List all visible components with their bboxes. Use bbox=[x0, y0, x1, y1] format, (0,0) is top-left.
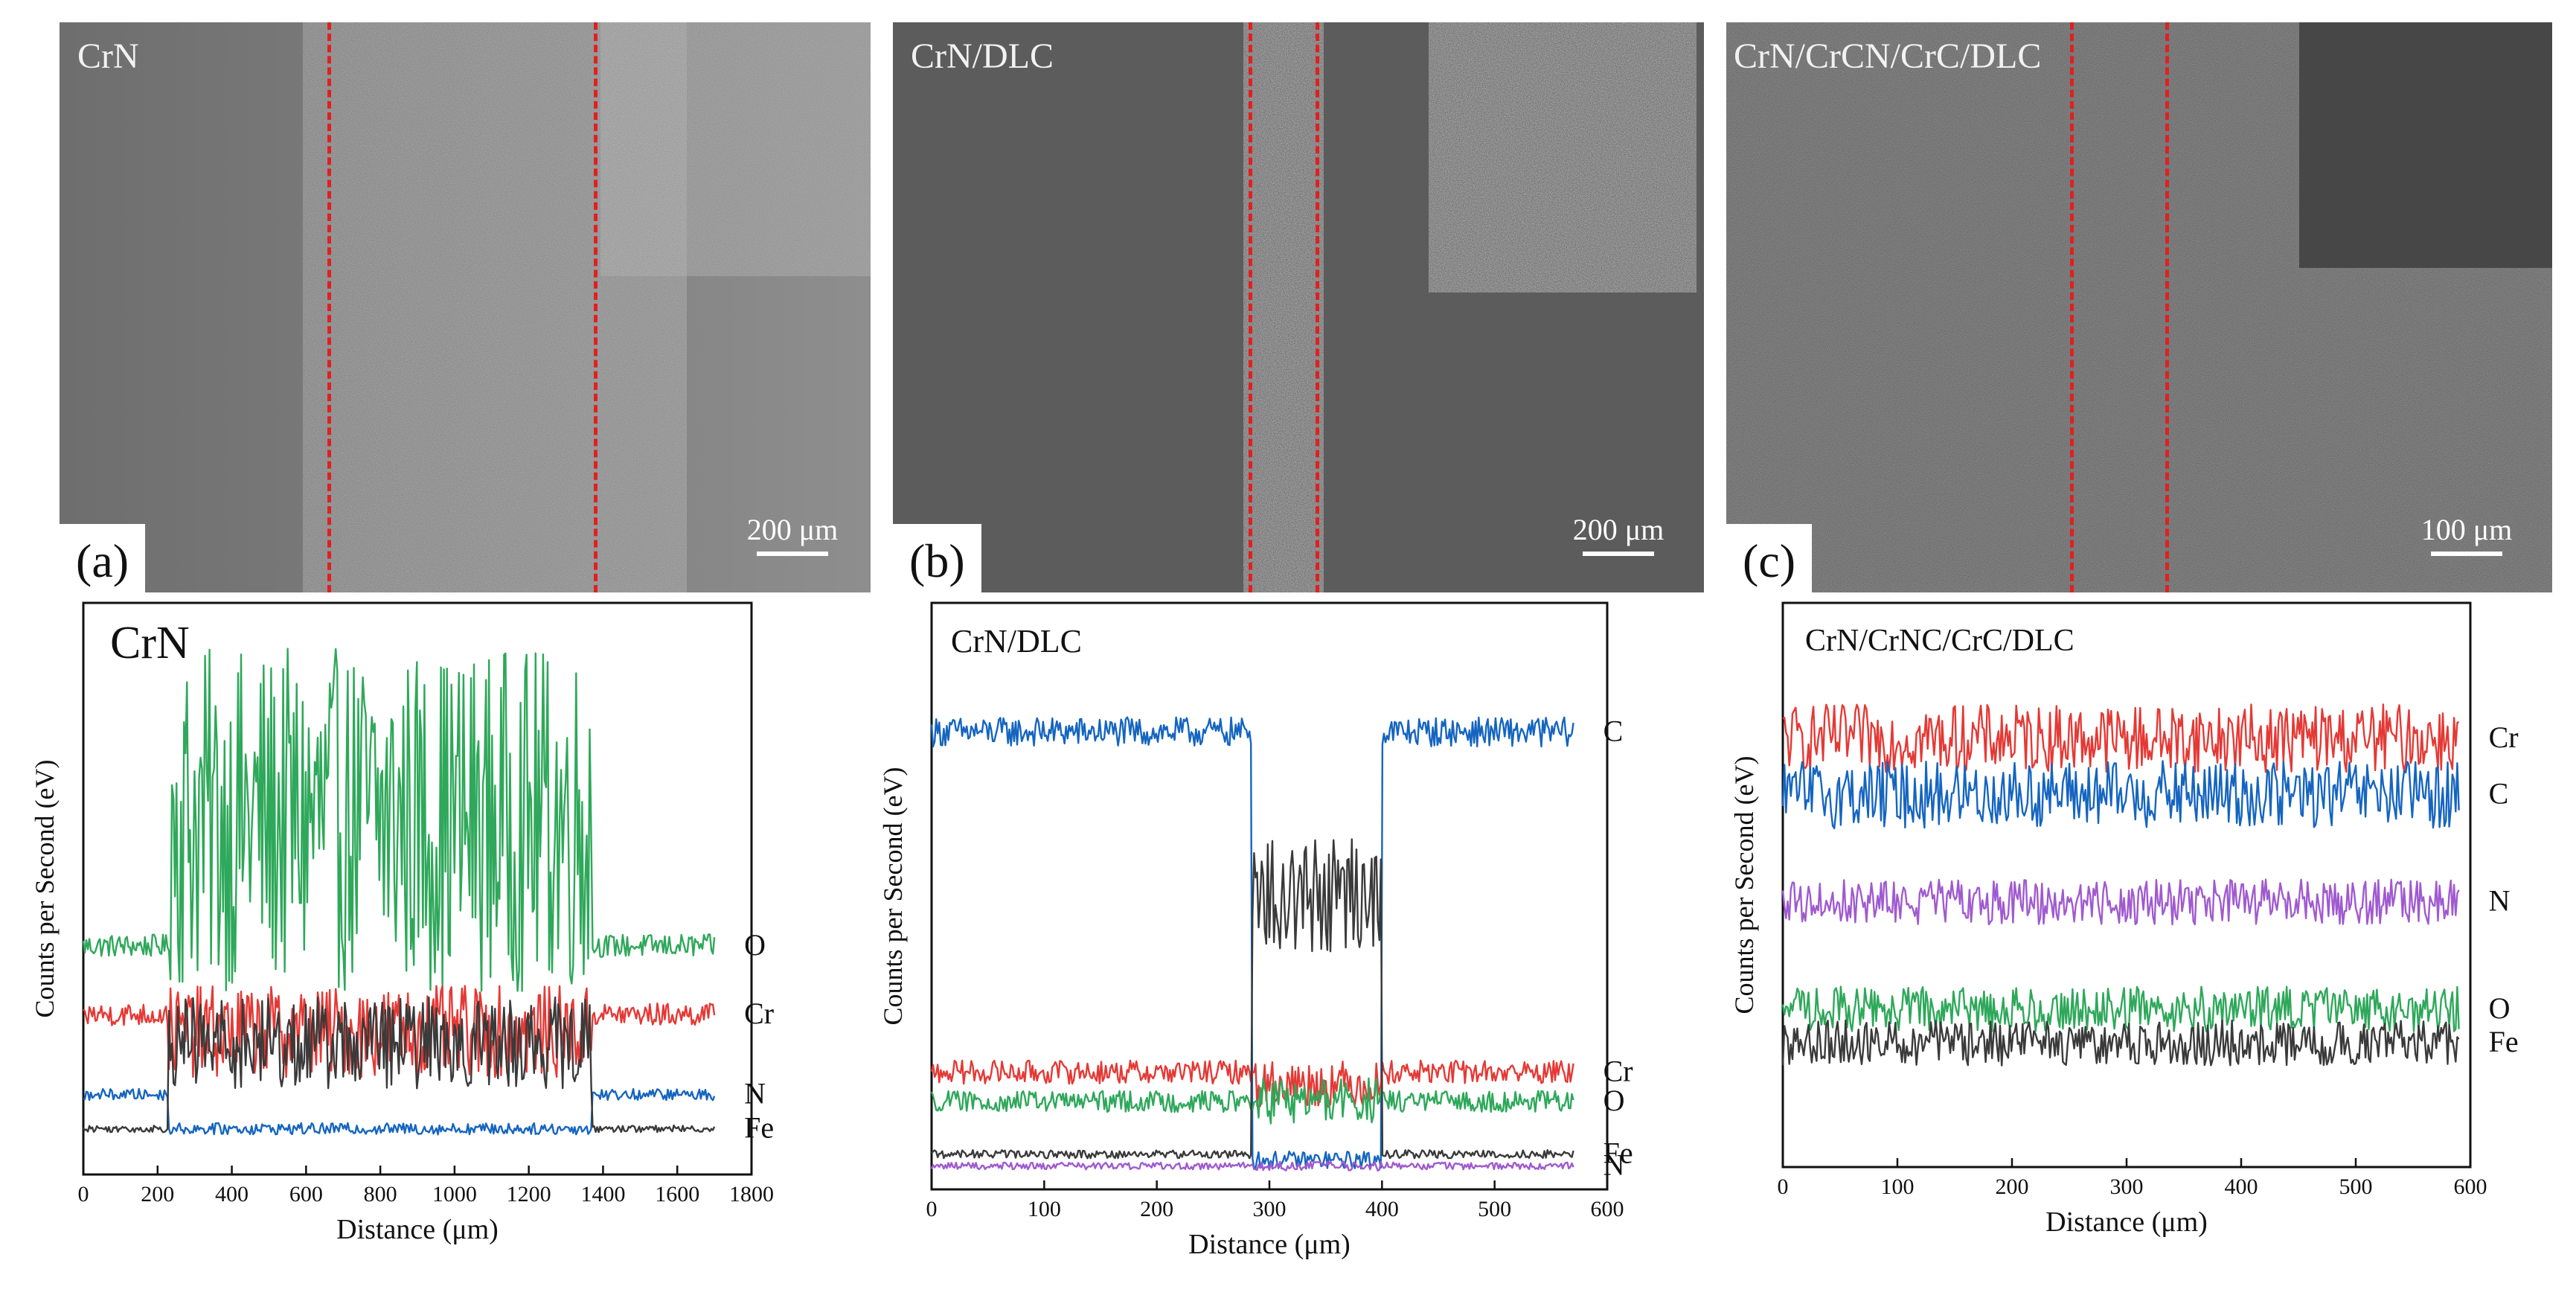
x-axis-label: Distance (μm) bbox=[1188, 1229, 1351, 1260]
series-label-Fe: Fe bbox=[1603, 1137, 1633, 1170]
sem-image-b: CrN/DLC (b) 200 μm bbox=[893, 22, 1704, 592]
scale-bar-c: 100 μm bbox=[2403, 512, 2530, 556]
eds-chart-c: CrN/CrNC/CrC/DLC 0 100 200 300 400 500 600 Dista… bbox=[1729, 601, 2519, 1238]
scale-bar-label-b: 200 μm bbox=[1572, 513, 1665, 546]
series-line-Fe bbox=[1781, 1019, 2460, 1067]
y-axis-label: Counts per Second (eV) bbox=[30, 760, 60, 1018]
wear-track-left-marker-c bbox=[2070, 22, 2074, 592]
x-tick-label: 100 bbox=[1028, 1197, 1061, 1221]
series-label-N: N bbox=[2489, 884, 2511, 918]
series-line-C bbox=[930, 716, 1574, 1170]
sem-texture-c bbox=[1726, 22, 2552, 592]
panel-label-b: (b) bbox=[893, 524, 981, 592]
wear-track-left-marker-b bbox=[1249, 22, 1252, 592]
x-tick-label: 0 bbox=[1778, 1174, 1789, 1199]
panel-a-sem: CrN (a) 200 μm bbox=[60, 22, 871, 592]
sem-image-c: CrN/CrCN/CrC/DLC (c) 100 μm bbox=[1726, 22, 2552, 592]
panel-c-sem: CrN/CrCN/CrC/DLC (c) 100 μm bbox=[1726, 22, 2552, 592]
series-label-Fe: Fe bbox=[2489, 1025, 2519, 1058]
scale-bar-label-a: 200 μm bbox=[746, 513, 839, 546]
x-tick-label: 400 bbox=[2225, 1174, 2258, 1199]
sem-title-a: CrN bbox=[77, 36, 139, 76]
x-tick-label: 300 bbox=[1253, 1197, 1287, 1221]
wear-track-right-marker-c bbox=[2165, 22, 2169, 592]
wear-track-left-marker-a bbox=[327, 22, 331, 592]
series-label-N: N bbox=[744, 1076, 766, 1110]
series-label-O: O bbox=[2489, 991, 2511, 1025]
series-line-N bbox=[1781, 878, 2460, 926]
x-tick-label: 0 bbox=[926, 1197, 938, 1221]
x-tick-label: 600 bbox=[2454, 1174, 2487, 1199]
x-tick-label: 1600 bbox=[655, 1182, 699, 1206]
y-axis-label: Counts per Second (eV) bbox=[878, 767, 908, 1026]
scale-bar-a: 200 μm bbox=[729, 512, 856, 556]
series-line-O bbox=[1781, 985, 2460, 1033]
x-tick-label: 300 bbox=[2110, 1174, 2144, 1199]
plot-frame bbox=[82, 601, 753, 1176]
series-label-O: O bbox=[744, 928, 766, 962]
x-axis-label: Distance (μm) bbox=[336, 1214, 499, 1245]
series-line-Cr bbox=[83, 985, 716, 1078]
scale-bar-label-c: 100 μm bbox=[2420, 513, 2513, 546]
chart-title: CrN/DLC bbox=[951, 623, 1082, 659]
x-tick-label: 800 bbox=[364, 1182, 397, 1206]
x-tick-label: 500 bbox=[2339, 1174, 2373, 1199]
x-axis-label: Distance (μm) bbox=[2045, 1206, 2208, 1238]
y-axis-label: Counts per Second (eV) bbox=[1729, 756, 1759, 1014]
series-line-Fe bbox=[931, 838, 1574, 1160]
sem-texture-b bbox=[893, 22, 1704, 592]
series-label-Cr: Cr bbox=[1603, 1054, 1633, 1087]
sem-texture-a bbox=[60, 22, 871, 592]
panel-label-c: (c) bbox=[1726, 524, 1813, 592]
x-tick-label: 0 bbox=[78, 1182, 89, 1206]
series-label-O: O bbox=[1603, 1084, 1625, 1117]
series-label-C: C bbox=[1603, 714, 1624, 747]
series-line-N bbox=[83, 1087, 716, 1136]
sem-title-c: CrN/CrCN/CrC/DLC bbox=[1734, 36, 2042, 76]
panel-b-sem: CrN/DLC (b) 200 μm bbox=[893, 22, 1704, 592]
x-tick-label: 200 bbox=[141, 1182, 174, 1206]
series-line-O bbox=[82, 648, 716, 992]
sem-title-b: CrN/DLC bbox=[911, 36, 1054, 76]
x-tick-label: 1400 bbox=[580, 1182, 625, 1206]
x-tick-label: 100 bbox=[1881, 1174, 1915, 1199]
x-tick-label: 600 bbox=[289, 1182, 323, 1206]
series-label-C: C bbox=[2489, 777, 2509, 811]
x-tick-label: 1800 bbox=[729, 1182, 774, 1206]
x-tick-label: 500 bbox=[1478, 1197, 1511, 1221]
series-line-Cr bbox=[930, 1059, 1574, 1108]
x-tick-label: 1200 bbox=[507, 1182, 551, 1206]
x-tick-label: 200 bbox=[1996, 1174, 2029, 1199]
wear-track-right-marker-a bbox=[594, 22, 597, 592]
x-tick-label: 400 bbox=[1365, 1197, 1399, 1221]
series-line-O bbox=[930, 1077, 1574, 1125]
series-label-Fe: Fe bbox=[744, 1111, 774, 1145]
chart-title: CrN bbox=[110, 618, 190, 668]
x-tick-label: 600 bbox=[1591, 1197, 1624, 1221]
wear-track-right-marker-b bbox=[1316, 22, 1319, 592]
series-label-Cr: Cr bbox=[744, 997, 774, 1030]
sem-image-a: CrN (a) 200 μm bbox=[60, 22, 871, 592]
series-line-Cr bbox=[1782, 703, 2460, 773]
x-tick-label: 1000 bbox=[432, 1182, 477, 1206]
chart-title: CrN/CrNC/CrC/DLC bbox=[1805, 624, 2074, 658]
series-label-N: N bbox=[1603, 1148, 1625, 1181]
eds-chart-b: CrN/DLC 0 100 200 300 400 500 600 Distance (μm) C… bbox=[878, 601, 1633, 1260]
panel-label-a: (a) bbox=[60, 524, 146, 592]
x-tick-label: 400 bbox=[215, 1182, 249, 1206]
x-tick-label: 200 bbox=[1140, 1197, 1173, 1221]
series-line-N bbox=[930, 1160, 1574, 1172]
series-label-Cr: Cr bbox=[2489, 720, 2519, 754]
scale-bar-b: 200 μm bbox=[1555, 512, 1682, 556]
series-line-Fe bbox=[82, 996, 716, 1134]
series-line-C bbox=[1781, 760, 2460, 830]
